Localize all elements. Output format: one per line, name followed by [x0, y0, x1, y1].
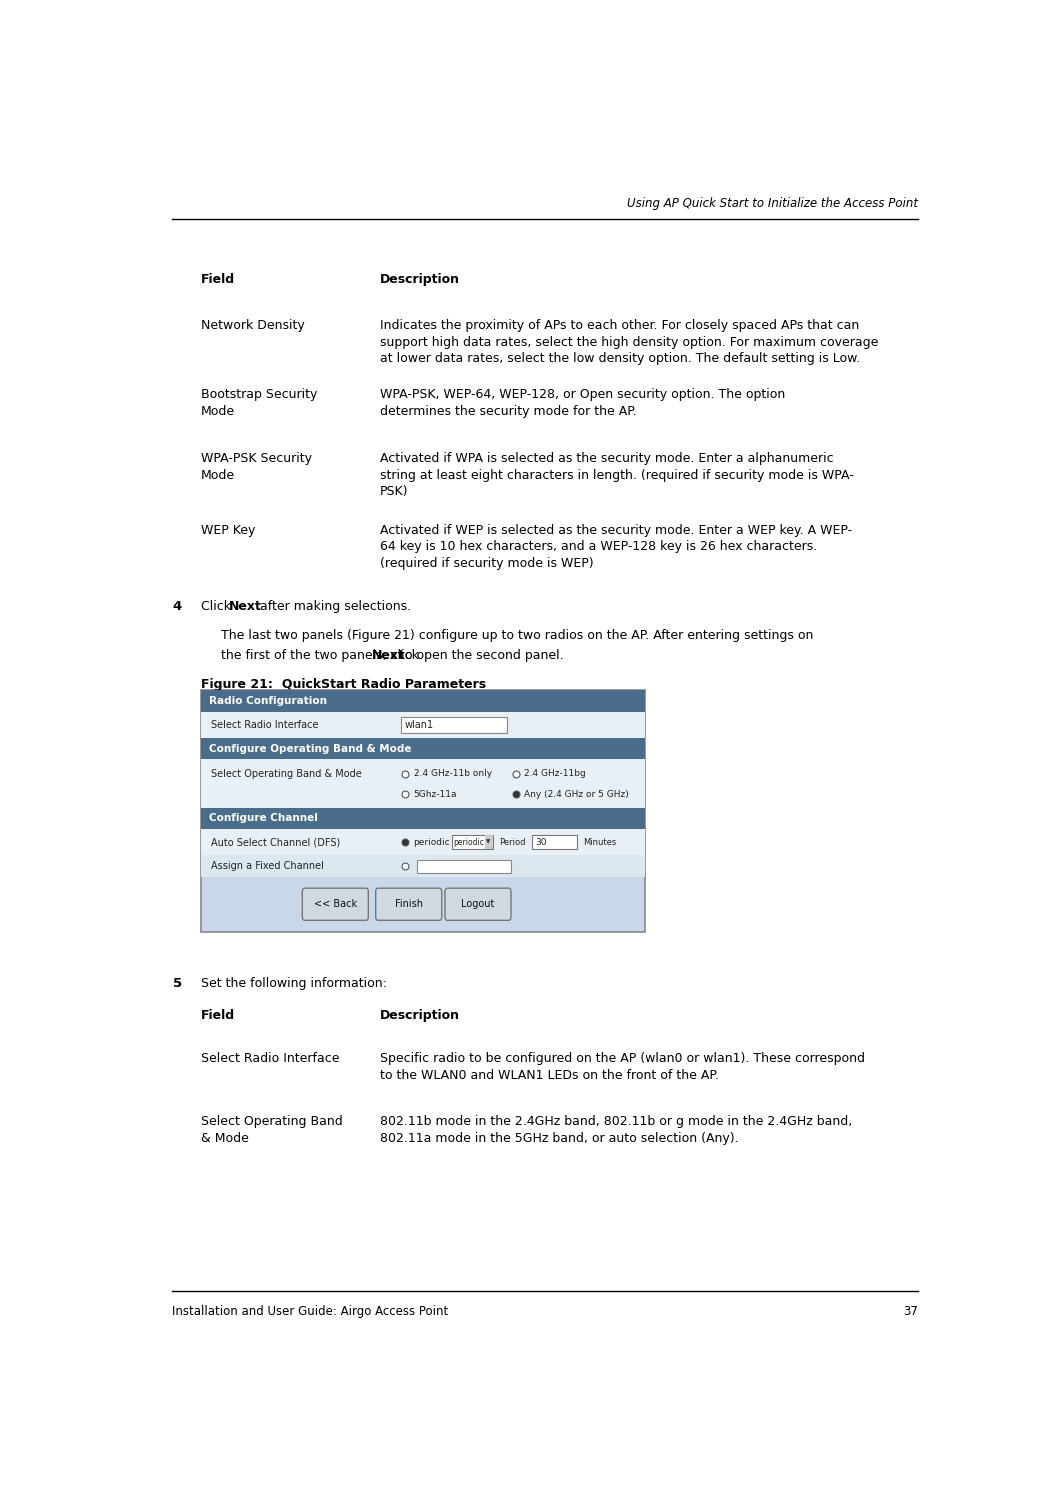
Text: Activated if WEP is selected as the security mode. Enter a WEP key. A WEP-
64 ke: Activated if WEP is selected as the secu…	[380, 524, 852, 570]
Text: the first of the two panels, click: the first of the two panels, click	[221, 649, 423, 662]
Text: Any (2.4 GHz or 5 GHz): Any (2.4 GHz or 5 GHz)	[524, 789, 628, 798]
Text: Activated if WPA is selected as the security mode. Enter a alphanumeric
string a: Activated if WPA is selected as the secu…	[380, 452, 854, 498]
FancyBboxPatch shape	[201, 691, 645, 931]
Text: Specific radio to be configured on the AP (wlan0 or wlan1). These correspond
to : Specific radio to be configured on the A…	[380, 1052, 865, 1082]
FancyBboxPatch shape	[452, 834, 492, 849]
Text: << Back: << Back	[313, 900, 357, 909]
Text: 2.4 GHz-11b only: 2.4 GHz-11b only	[413, 770, 491, 779]
Text: Select Radio Interface: Select Radio Interface	[210, 719, 318, 730]
FancyBboxPatch shape	[376, 888, 442, 921]
Text: WEP Key: WEP Key	[201, 524, 256, 537]
Text: Field: Field	[201, 1009, 235, 1022]
Text: The last two panels (Figure 21) configure up to two radios on the AP. After ente: The last two panels (Figure 21) configur…	[221, 630, 813, 643]
Text: Period: Period	[500, 837, 526, 846]
Text: WPA-PSK Security
Mode: WPA-PSK Security Mode	[201, 452, 311, 482]
Text: 802.11b mode in the 2.4GHz band, 802.11b or g mode in the 2.4GHz band,
802.11a m: 802.11b mode in the 2.4GHz band, 802.11b…	[380, 1116, 852, 1144]
Text: Set the following information:: Set the following information:	[201, 977, 387, 991]
Text: Assign a Fixed Channel: Assign a Fixed Channel	[210, 861, 323, 871]
FancyBboxPatch shape	[401, 716, 507, 733]
Text: 2.4 GHz-11bg: 2.4 GHz-11bg	[524, 770, 585, 779]
Text: Select Operating Band
& Mode: Select Operating Band & Mode	[201, 1116, 343, 1144]
Text: ▼: ▼	[486, 840, 490, 844]
FancyBboxPatch shape	[201, 712, 645, 739]
Text: periodic: periodic	[413, 837, 450, 846]
Text: Logout: Logout	[462, 900, 494, 909]
Text: QuickStart Radio Parameters: QuickStart Radio Parameters	[260, 677, 486, 691]
Text: Using AP Quick Start to Initialize the Access Point: Using AP Quick Start to Initialize the A…	[627, 197, 918, 210]
FancyBboxPatch shape	[445, 888, 511, 921]
FancyBboxPatch shape	[201, 691, 645, 712]
FancyBboxPatch shape	[417, 859, 510, 873]
FancyBboxPatch shape	[532, 834, 576, 849]
FancyBboxPatch shape	[485, 834, 492, 849]
Text: wlan1: wlan1	[405, 719, 433, 730]
Text: Installation and User Guide: Airgo Access Point: Installation and User Guide: Airgo Acces…	[173, 1306, 448, 1317]
FancyBboxPatch shape	[201, 855, 645, 877]
Text: WPA-PSK, WEP-64, WEP-128, or Open security option. The option
determines the sec: WPA-PSK, WEP-64, WEP-128, or Open securi…	[380, 388, 786, 418]
Text: Description: Description	[380, 273, 460, 286]
Text: Select Operating Band & Mode: Select Operating Band & Mode	[210, 768, 361, 779]
Text: 30: 30	[535, 837, 547, 846]
Text: Configure Channel: Configure Channel	[209, 813, 318, 824]
Text: to open the second panel.: to open the second panel.	[397, 649, 564, 662]
Text: Configure Operating Band & Mode: Configure Operating Band & Mode	[209, 743, 411, 753]
Text: Indicates the proximity of APs to each other. For closely spaced APs that can
su: Indicates the proximity of APs to each o…	[380, 319, 878, 366]
Text: Field: Field	[201, 273, 235, 286]
Text: Next: Next	[228, 600, 261, 613]
Text: Click: Click	[201, 600, 235, 613]
Text: 4: 4	[173, 600, 182, 613]
Text: Select Radio Interface: Select Radio Interface	[201, 1052, 340, 1065]
Text: Auto Select Channel (DFS): Auto Select Channel (DFS)	[210, 837, 340, 847]
FancyBboxPatch shape	[201, 828, 645, 855]
Text: Finish: Finish	[394, 900, 423, 909]
Text: Network Density: Network Density	[201, 319, 304, 333]
Text: 5: 5	[173, 977, 182, 991]
FancyBboxPatch shape	[302, 888, 368, 921]
FancyBboxPatch shape	[201, 807, 645, 828]
Text: 37: 37	[904, 1306, 918, 1317]
Text: Figure 21:: Figure 21:	[201, 677, 272, 691]
FancyBboxPatch shape	[201, 739, 645, 759]
Text: Radio Configuration: Radio Configuration	[209, 695, 327, 706]
Text: Next: Next	[372, 649, 405, 662]
Text: after making selections.: after making selections.	[257, 600, 411, 613]
Text: 5Ghz-11a: 5Ghz-11a	[413, 789, 457, 798]
FancyBboxPatch shape	[201, 759, 645, 807]
Text: periodic: periodic	[453, 837, 484, 846]
Text: Bootstrap Security
Mode: Bootstrap Security Mode	[201, 388, 317, 418]
Text: Minutes: Minutes	[583, 837, 616, 846]
Text: Description: Description	[380, 1009, 460, 1022]
